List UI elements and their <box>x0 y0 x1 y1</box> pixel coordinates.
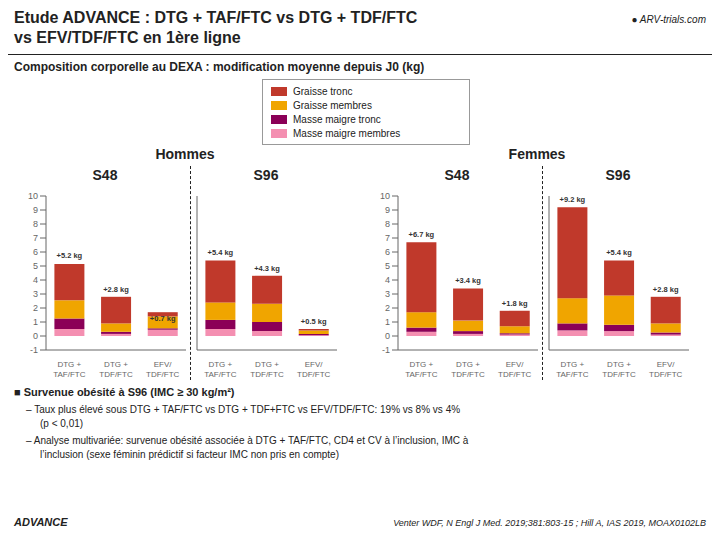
svg-text:DTG +TAF/FTC: DTG +TAF/FTC <box>556 360 589 379</box>
html-text:vs EFV/TDF/FTC en 1ère ligne: vs EFV/TDF/FTC en 1ère ligne <box>14 29 241 46</box>
svg-text:7: 7 <box>33 233 38 243</box>
svg-text:2: 2 <box>33 303 38 313</box>
html-text:Venter WDF, N Engl J Med. 2019: Venter WDF, N Engl J Med. 2019;381:803-1… <box>393 518 706 528</box>
svg-text:2: 2 <box>385 303 390 313</box>
svg-text:+5.4 kg: +5.4 kg <box>208 248 234 257</box>
svg-text:DTG +TAF/FTC: DTG +TAF/FTC <box>204 360 237 379</box>
svg-text:8: 8 <box>385 219 390 229</box>
html-text:S96: S96 <box>605 167 631 183</box>
svg-text:10: 10 <box>28 191 38 201</box>
svg-text:3: 3 <box>385 289 390 299</box>
html-text:Etude ADVANCE : DTG + TAF/FTC: Etude ADVANCE : DTG + TAF/FTC vs DTG + T… <box>14 9 418 26</box>
svg-text:DTG +TAF/FTC: DTG +TAF/FTC <box>53 360 86 379</box>
svg-text:7: 7 <box>385 233 390 243</box>
html-text:Graisse membres: Graisse membres <box>293 99 372 111</box>
html-text:Composition corporelle au DEXA: Composition corporelle au DEXA : modific… <box>14 60 425 74</box>
svg-text:EFV/TDF/FTC: EFV/TDF/FTC <box>498 360 532 379</box>
html-text:Masse maigre tronc: Masse maigre tronc <box>293 113 381 125</box>
html-text:S48: S48 <box>444 167 470 183</box>
svg-text:DTG +TDF/FTC: DTG +TDF/FTC <box>99 360 133 379</box>
svg-text:9: 9 <box>385 205 390 215</box>
svg-text:DTG +TDF/FTC: DTG +TDF/FTC <box>602 360 636 379</box>
svg-text:+3.4 kg: +3.4 kg <box>455 276 481 285</box>
svg-text:1: 1 <box>33 317 38 327</box>
svg-text:+0.5 kg: +0.5 kg <box>301 317 327 326</box>
svg-text:6: 6 <box>385 247 390 257</box>
svg-text:+0.7 kg: +0.7 kg <box>150 314 176 323</box>
svg-text:5: 5 <box>33 261 38 271</box>
html-text:– Taux plus élevé sous DTG + T: – Taux plus élevé sous DTG + TAF/FTC vs … <box>26 404 461 415</box>
html-text:● ARV-trials.com: ● ARV-trials.com <box>631 14 706 25</box>
svg-text:+5.2 kg: +5.2 kg <box>57 251 83 260</box>
svg-text:+2.8 kg: +2.8 kg <box>103 285 129 294</box>
svg-text:0: 0 <box>33 331 38 341</box>
html-text:Masse maigre membres: Masse maigre membres <box>293 127 401 139</box>
svg-text:-1: -1 <box>382 345 390 355</box>
html-text:– Analyse multivariée: survenu: – Analyse multivariée: survenue obésité … <box>26 435 469 446</box>
svg-text:+2.8 kg: +2.8 kg <box>653 285 679 294</box>
svg-text:DTG +TDF/FTC: DTG +TDF/FTC <box>250 360 284 379</box>
svg-text:9: 9 <box>33 205 38 215</box>
html-text:S96: S96 <box>253 167 279 183</box>
svg-text:5: 5 <box>385 261 390 271</box>
svg-text:3: 3 <box>33 289 38 299</box>
svg-text:-1: -1 <box>30 345 38 355</box>
svg-text:+1.8 kg: +1.8 kg <box>502 299 528 308</box>
svg-text:DTG +TAF/FTC: DTG +TAF/FTC <box>405 360 438 379</box>
svg-text:8: 8 <box>33 219 38 229</box>
html-text:(p < 0,01): (p < 0,01) <box>40 418 84 429</box>
html-text:Femmes: Femmes <box>508 146 566 162</box>
svg-text:EFV/TDF/FTC: EFV/TDF/FTC <box>146 360 180 379</box>
svg-text:+5.4 kg: +5.4 kg <box>606 248 632 257</box>
html-text:Hommes: Hommes <box>155 146 215 162</box>
svg-text:+6.7 kg: +6.7 kg <box>409 230 435 239</box>
html-text:■ Survenue obésité à S96 (IMC: ■ Survenue obésité à S96 (IMC ≥ 30 kg/m²… <box>14 386 235 398</box>
svg-text:EFV/TDF/FTC: EFV/TDF/FTC <box>649 360 683 379</box>
svg-text:4: 4 <box>385 275 390 285</box>
svg-text:+4.3 kg: +4.3 kg <box>254 264 280 273</box>
svg-text:0: 0 <box>385 331 390 341</box>
svg-text:+9.2 kg: +9.2 kg <box>560 195 586 204</box>
html-text:Graisse tronc: Graisse tronc <box>293 85 353 97</box>
html-text:ADVANCE: ADVANCE <box>14 516 68 528</box>
svg-text:DTG +TDF/FTC: DTG +TDF/FTC <box>451 360 485 379</box>
html-text:S48: S48 <box>92 167 118 183</box>
html-text:l’inclusion (sexe féminin préd: l’inclusion (sexe féminin prédictif si f… <box>40 449 339 460</box>
svg-text:6: 6 <box>33 247 38 257</box>
svg-text:EFV/TDF/FTC: EFV/TDF/FTC <box>297 360 331 379</box>
svg-text:10: 10 <box>380 191 390 201</box>
svg-text:1: 1 <box>385 317 390 327</box>
svg-text:4: 4 <box>33 275 38 285</box>
